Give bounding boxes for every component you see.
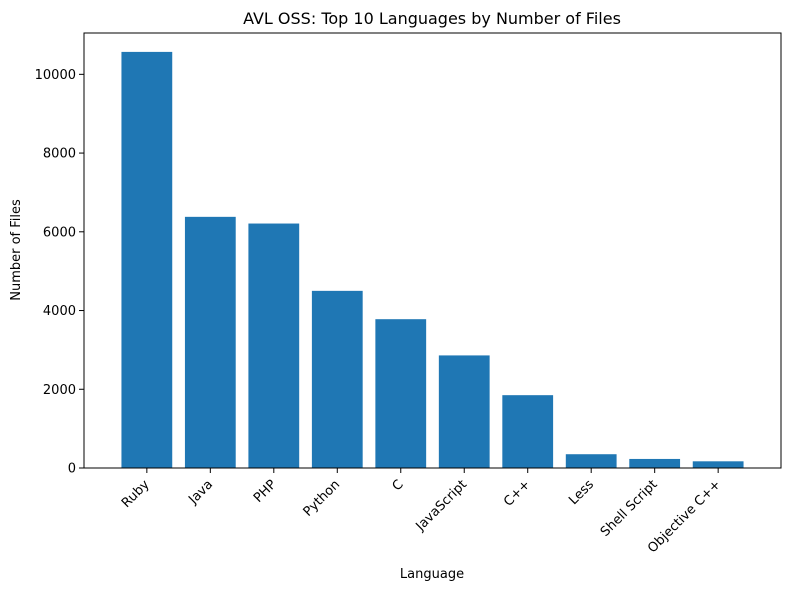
y-axis-title: Number of Files bbox=[9, 199, 24, 301]
x-tick-label: Less bbox=[566, 477, 597, 508]
y-tick-label: 0 bbox=[68, 462, 76, 477]
bar-ruby bbox=[121, 51, 173, 468]
bar-java bbox=[184, 216, 236, 468]
y-tick-label: 6000 bbox=[43, 225, 76, 240]
x-axis-title: Language bbox=[400, 567, 464, 582]
bar-c bbox=[375, 319, 427, 468]
bar-php bbox=[248, 223, 300, 468]
bar-shell-script bbox=[629, 458, 681, 468]
x-tick-label: PHP bbox=[251, 477, 280, 506]
x-tick-label: JavaScript bbox=[413, 477, 470, 534]
x-tick-label: Ruby bbox=[119, 477, 153, 511]
chart-title: AVL OSS: Top 10 Languages by Number of F… bbox=[243, 9, 621, 28]
plot-frame bbox=[83, 32, 782, 469]
x-tick-label: Python bbox=[301, 477, 343, 519]
bar-objective-c- bbox=[692, 461, 744, 468]
bar-python bbox=[311, 290, 363, 468]
bar-javascript bbox=[438, 355, 490, 468]
bars-group bbox=[121, 51, 744, 468]
y-tick-label: 2000 bbox=[43, 383, 76, 398]
y-tick-label: 8000 bbox=[43, 147, 76, 162]
y-axis: 0 2000 4000 6000 8000 10000 bbox=[35, 68, 84, 477]
x-tick-label: C++ bbox=[501, 477, 533, 509]
y-tick-label: 10000 bbox=[35, 68, 76, 83]
x-axis: Ruby Java PHP Python C JavaScript C++ Less Shell… bbox=[119, 468, 724, 556]
y-tick-label: 4000 bbox=[43, 304, 76, 319]
x-tick-label: Shell Script bbox=[598, 477, 661, 540]
bar-less bbox=[565, 454, 617, 468]
x-tick-label: Java bbox=[185, 477, 216, 508]
bar-c- bbox=[502, 395, 554, 468]
x-tick-label: C bbox=[390, 477, 407, 494]
